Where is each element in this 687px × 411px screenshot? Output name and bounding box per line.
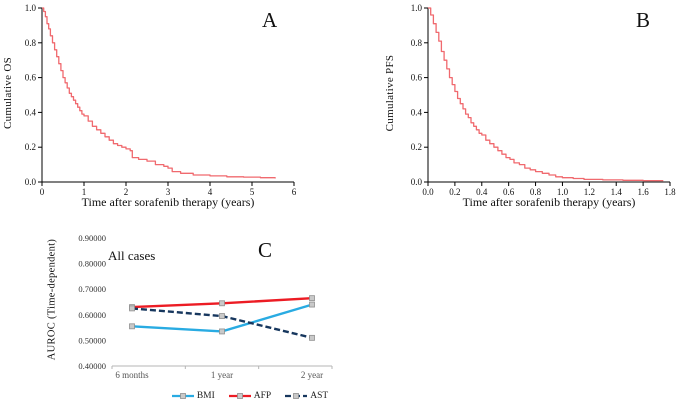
legend-item-afp: AFP: [228, 391, 272, 401]
y-axis-title-pfs: Cumulative PFS: [384, 54, 396, 132]
panel-letter-b: B: [636, 8, 651, 32]
category-label: 1 year: [211, 370, 233, 380]
tick-label: 0.2: [25, 142, 36, 152]
data-point-marker: [219, 328, 225, 335]
km-chart-pfs: 0.0 0.2 0.4 0.6 0.8 1.0 1.2 1.4 1.6 1.8 0.0 0.2 0.4 0…: [411, 3, 676, 197]
tick-label: 2: [124, 187, 129, 197]
tick-label: 5: [250, 187, 255, 197]
tick-label: 1.0: [557, 187, 569, 197]
data-point-marker: [219, 300, 225, 307]
tick-label: 1: [82, 187, 87, 197]
data-point-marker: [129, 323, 135, 330]
km-chart-os: 0 1 2 3 4 5 6 0.0 0.2 0.4 0.6 0.8 1.0: [25, 3, 297, 197]
tick-label: 0.2: [449, 187, 460, 197]
tick-label: 0.40000: [78, 361, 106, 371]
auroc-chart: 0.40000 0.50000 0.60000 0.70000 0.80000 0.900…: [78, 233, 333, 380]
tick-label: 0.50000: [78, 335, 106, 345]
legend-marker: [179, 393, 186, 399]
legend-label-afp: AFP: [253, 391, 272, 401]
legend-marker: [236, 393, 243, 399]
y-axis-title-os: Cumulative OS: [2, 56, 14, 130]
legend-swatch-afp: [228, 393, 251, 399]
legend: BMI AFP AST: [130, 391, 370, 401]
legend-item-ast: AST: [285, 391, 328, 401]
tick-label: 0.0: [422, 187, 434, 197]
category-label: 6 months: [115, 370, 149, 380]
legend-marker: [293, 393, 300, 399]
x-axis-title-pfs: Time after sorafenib therapy (years): [462, 195, 636, 209]
all-cases-annotation: All cases: [108, 248, 156, 263]
tick-label: 0.8: [530, 187, 542, 197]
tick-label: 0.8: [25, 38, 37, 48]
category-label: 2 year: [301, 370, 323, 380]
tick-label: 0.60000: [78, 310, 106, 320]
tick-label: 1.4: [611, 187, 623, 197]
tick-label: 0.80000: [78, 259, 106, 269]
tick-label: 0.4: [476, 187, 488, 197]
x-axis-title-os: Time after sorafenib therapy (years): [81, 195, 255, 209]
data-point-marker: [129, 305, 135, 312]
tick-label: 0.8: [411, 38, 423, 48]
legend-label-bmi: BMI: [196, 391, 215, 401]
tick-label: 0.6: [503, 187, 515, 197]
data-point-marker: [309, 295, 315, 302]
legend-swatch-ast: [285, 393, 308, 399]
panel-letter-c: C: [258, 238, 273, 262]
tick-label: 1.0: [25, 3, 37, 13]
tick-label: 0.4: [411, 107, 423, 117]
survival-curve: [428, 7, 664, 182]
tick-label: 0.6: [25, 73, 37, 83]
panel-letter-a: A: [262, 8, 278, 32]
tick-label: 0.2: [411, 142, 422, 152]
tick-label: 1.6: [637, 187, 649, 197]
tick-label: 1.2: [584, 187, 595, 197]
legend-label-ast: AST: [310, 391, 329, 401]
tick-label: 0: [40, 187, 45, 197]
survival-curve: [42, 7, 276, 179]
tick-label: 6: [292, 187, 297, 197]
tick-label: 0.90000: [78, 233, 106, 243]
tick-label: 0.0: [411, 177, 423, 187]
y-axis-title-auroc: AUROC (Time-dependent): [46, 238, 58, 361]
tick-label: 0.6: [411, 73, 423, 83]
tick-label: 0.0: [25, 177, 37, 187]
tick-label: 1.0: [411, 3, 423, 13]
tick-label: 0.4: [25, 107, 37, 117]
tick-label: 4: [208, 187, 213, 197]
tick-label: 1.8: [664, 187, 676, 197]
legend-swatch-bmi: [171, 393, 194, 399]
tick-label: 0.70000: [78, 284, 106, 294]
legend-item-bmi: BMI: [171, 391, 215, 401]
tick-label: 3: [166, 187, 171, 197]
data-point-marker: [219, 313, 225, 319]
data-point-marker: [309, 301, 315, 308]
data-point-marker: [309, 334, 315, 341]
